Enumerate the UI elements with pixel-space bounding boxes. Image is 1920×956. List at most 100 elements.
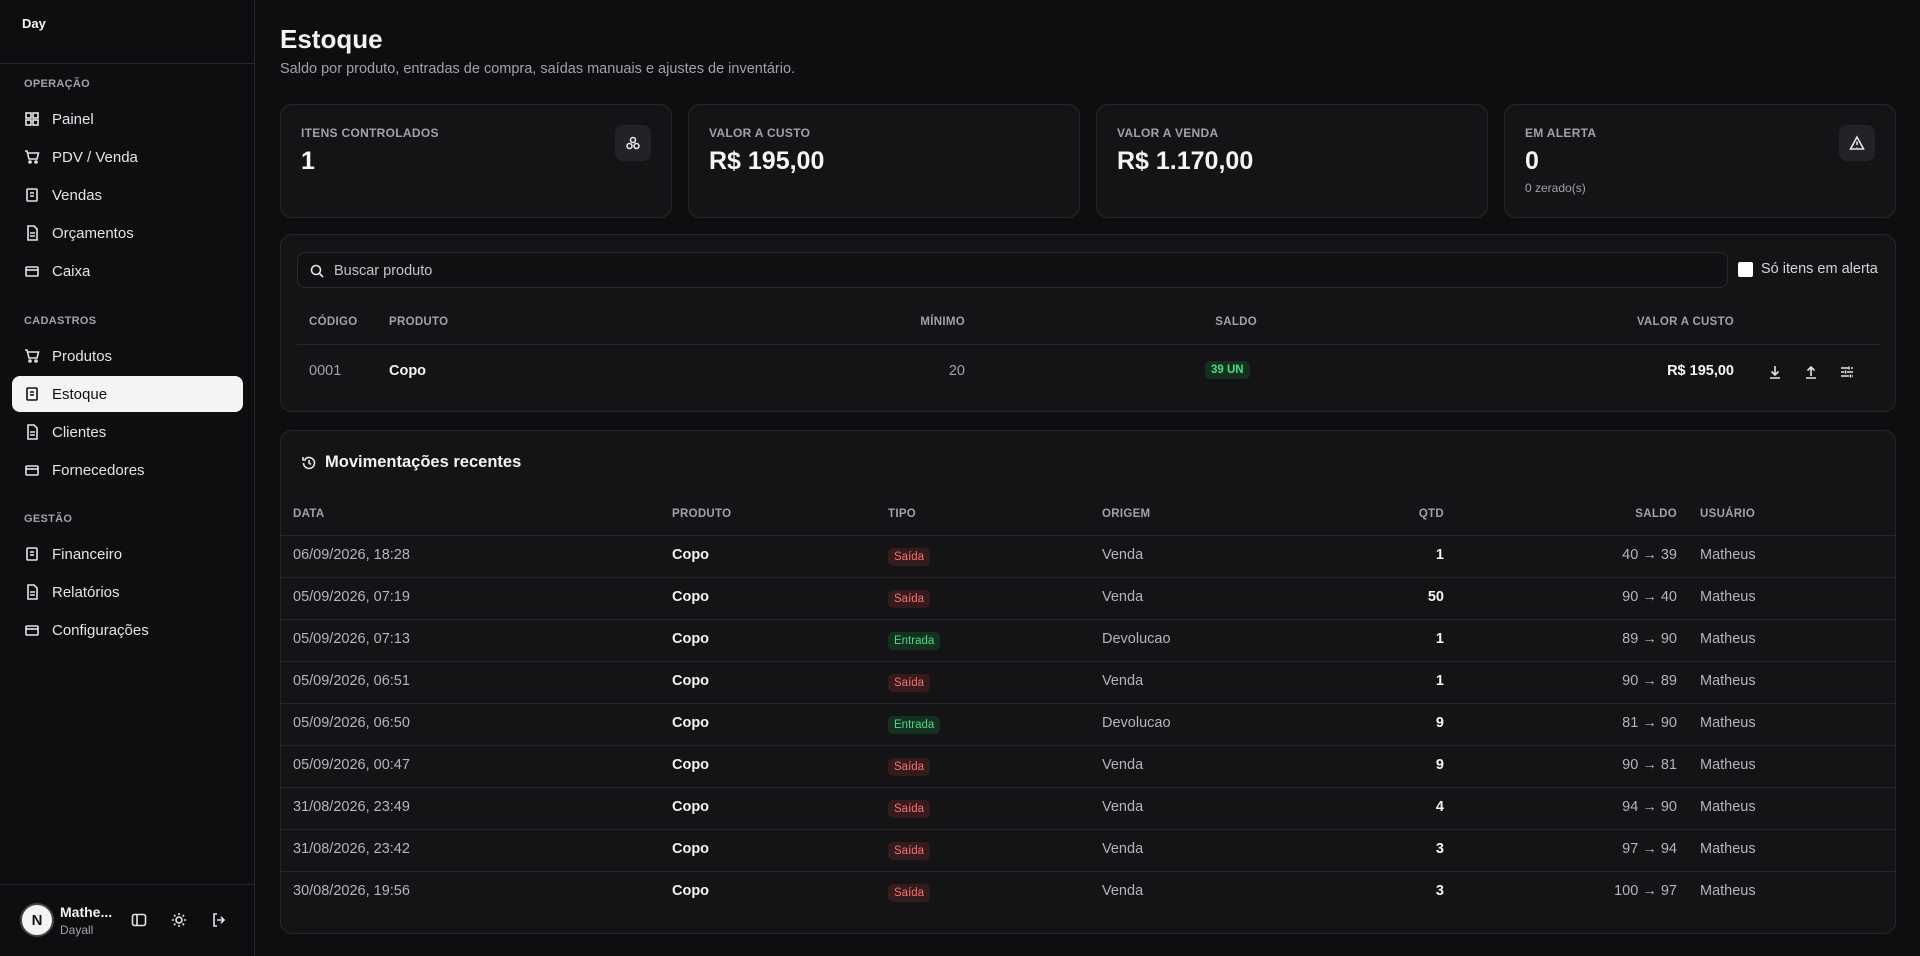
icon <box>25 150 40 164</box>
column-header: VALOR A CUSTO <box>1636 316 1734 328</box>
stat-value: R$ 1.170,00 <box>1117 147 1254 175</box>
column-header: SALDO <box>1635 508 1677 520</box>
type-badge: Entrada <box>888 632 941 650</box>
nav-item[interactable]: Clientes <box>12 414 243 450</box>
stock-panel: Buscar produto Só itens em alerta CÓDIGO PR… <box>280 234 1896 412</box>
type-badge: Saída <box>888 548 931 566</box>
cell: Venda <box>1102 883 1144 899</box>
user-org: Dayall <box>60 923 94 937</box>
column-header: PRODUTO <box>389 316 449 328</box>
cell: 1 <box>1435 673 1444 689</box>
search-icon <box>310 264 324 278</box>
cell: 4 <box>1435 799 1444 815</box>
nav-item[interactable]: Caixa <box>12 253 243 289</box>
nav-item[interactable]: Painel <box>12 101 243 137</box>
adjust[interactable] <box>1839 364 1855 380</box>
cell: 05/09/2026, 06:50 <box>293 715 410 731</box>
cell: 90 → 89 <box>1622 673 1677 689</box>
stock-out[interactable] <box>1803 364 1819 380</box>
cell: Copo <box>672 715 710 731</box>
nav-item[interactable]: Fornecedores <box>12 452 243 488</box>
sidebar: Day N Mathe... Dayall OPERAÇÃO Painel PDV … <box>0 0 255 956</box>
nav-label: Fornecedores <box>52 461 145 479</box>
stat-label: VALOR A VENDA <box>1117 126 1219 140</box>
stat-value: R$ 195,00 <box>709 147 825 175</box>
cell: 05/09/2026, 06:51 <box>293 673 410 689</box>
nav-item[interactable]: Vendas <box>12 177 243 213</box>
search-placeholder: Buscar produto <box>334 263 433 279</box>
icon <box>26 387 38 401</box>
main: Estoque Saldo por produto, entradas de c… <box>255 0 1920 956</box>
cell: Matheus <box>1700 757 1756 773</box>
cell: 94 → 90 <box>1622 799 1677 815</box>
column-header: SALDO <box>1215 316 1257 328</box>
cell: Matheus <box>1700 631 1756 647</box>
cell: Copo <box>672 799 710 815</box>
column-header: QTD <box>1418 508 1444 520</box>
toggle-sidebar[interactable] <box>131 912 147 928</box>
section-title: CADASTROS <box>24 315 97 327</box>
cell: 05/09/2026, 07:13 <box>293 631 410 647</box>
avatar[interactable]: N <box>20 903 54 937</box>
nav-item[interactable]: Configurações <box>12 612 243 648</box>
row-divider <box>281 577 1895 578</box>
theme-toggle[interactable] <box>171 912 187 928</box>
cell: Copo <box>672 757 710 773</box>
logout[interactable] <box>211 912 227 928</box>
history-icon <box>302 456 316 470</box>
nav-label: Configurações <box>52 621 149 639</box>
logo[interactable]: Day <box>22 16 46 31</box>
cell: 1 <box>1435 547 1444 563</box>
icon <box>25 465 39 476</box>
nav-label: Orçamentos <box>52 224 134 242</box>
cell: Matheus <box>1700 673 1756 689</box>
stat-value: 0 <box>1525 147 1539 175</box>
type-badge: Entrada <box>888 716 941 734</box>
row-divider <box>281 829 1895 830</box>
icon <box>25 266 39 277</box>
cell: 50 <box>1427 589 1444 605</box>
stat-label: VALOR A CUSTO <box>709 126 811 140</box>
search-input[interactable]: Buscar produto <box>297 252 1728 288</box>
cell: 97 → 94 <box>1622 841 1677 857</box>
filter-label[interactable]: Só itens em alerta <box>1761 261 1878 277</box>
cell: Devolucao <box>1102 631 1171 647</box>
icon <box>27 225 38 241</box>
type-badge: Saída <box>888 800 931 818</box>
cell: 0001 <box>309 363 342 379</box>
nav-item[interactable]: Relatórios <box>12 574 243 610</box>
nav-item[interactable]: PDV / Venda <box>12 139 243 175</box>
stock-in[interactable] <box>1767 364 1783 380</box>
cell: Venda <box>1102 673 1144 689</box>
cell: Copo <box>389 363 427 379</box>
cell: 31/08/2026, 23:49 <box>293 799 410 815</box>
type-badge: Saída <box>888 590 931 608</box>
nav-item[interactable]: Estoque <box>12 376 243 412</box>
stat-label: ITENS CONTROLADOS <box>301 126 439 140</box>
stat-label: EM ALERTA <box>1525 126 1597 140</box>
icon <box>25 349 40 363</box>
nav-item[interactable]: Orçamentos <box>12 215 243 251</box>
movements-panel: Movimentações recentes DATA PRODUTO TIPO ORI… <box>280 430 1896 934</box>
nav-item[interactable]: Produtos <box>12 338 243 374</box>
cell: Copo <box>672 841 710 857</box>
icon <box>626 136 640 150</box>
stat-card: VALOR A VENDA R$ 1.170,00 <box>1096 104 1488 218</box>
nav-item[interactable]: Financeiro <box>12 536 243 572</box>
type-badge: Saída <box>888 758 931 776</box>
column-header: CÓDIGO <box>309 316 358 328</box>
nav-label: Painel <box>52 110 94 128</box>
cell: 89 → 90 <box>1622 631 1677 647</box>
cell: Matheus <box>1700 589 1756 605</box>
page-subtitle: Saldo por produto, entradas de compra, s… <box>280 61 796 77</box>
icon <box>25 112 39 126</box>
page-title: Estoque <box>280 24 383 54</box>
cell: Copo <box>672 883 710 899</box>
cell: Venda <box>1102 799 1144 815</box>
row-divider <box>281 661 1895 662</box>
checkbox[interactable] <box>1738 262 1753 277</box>
row-divider <box>281 619 1895 620</box>
nav-label: PDV / Venda <box>52 148 138 166</box>
column-header: USUÁRIO <box>1700 508 1756 520</box>
